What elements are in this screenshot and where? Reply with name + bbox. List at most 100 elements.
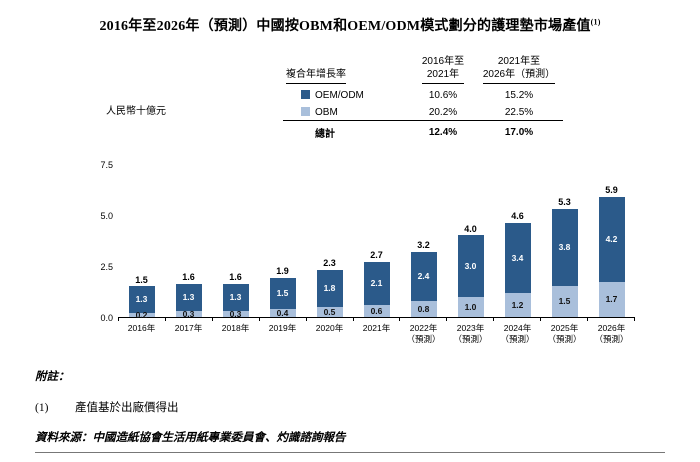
x-axis-label: 2024年 （預測） [500,323,535,345]
bar-total-label: 4.0 [464,223,477,234]
cagr-table-title: 複合年增長率 [286,69,346,84]
bar-group: 1.5 1.3 0.2 [118,165,165,320]
bar-group: 2.3 1.8 0.5 [306,165,353,317]
x-axis-label: 2018年 [221,323,250,333]
bar-segment-label: 0.6 [370,305,383,316]
y-tick-label: 0.0 [100,313,113,323]
legend-swatch-oem-odm [301,90,310,99]
bar-segment-label: 1.8 [323,283,336,294]
x-axis-tick [588,318,635,321]
stacked-bar: 3.4 1.2 [504,223,531,317]
bar-segment-label: 3.4 [511,252,524,263]
bar-total-label: 4.6 [511,211,524,222]
stacked-bar: 1.8 0.5 [316,270,343,317]
bar-group: 1.6 1.3 0.3 [212,165,259,318]
x-axis-label: 2019年 [268,323,297,333]
stacked-bar: 1.5 0.4 [269,278,296,317]
cagr-col1-header: 2016年至 2021年 [421,56,465,84]
cagr-value-total-period1: 12.4% [411,120,475,142]
note-number: (1) [35,402,49,414]
bar-total-label: 3.2 [417,239,430,250]
x-axis-tick [213,318,260,321]
stacked-bar: 1.3 0.3 [222,284,249,318]
bar-segment-obm: 1.5 [551,286,578,317]
cagr-col2-header: 2021年至 2026年（預測） [482,56,556,84]
bar-total-label: 1.9 [276,266,289,277]
x-axis-label: 2023年 （預測） [453,323,488,345]
cagr-row-obm: OBM 20.2% 22.5% [283,103,563,121]
stacked-bar: 3.0 1.0 [457,235,484,317]
bar-total-label: 1.5 [135,274,148,285]
x-axis-tick [541,318,589,321]
x-axis-tick [354,318,401,321]
bar-segment-label: 1.7 [605,294,618,305]
chart-title: 2016年至2026年（預測）中國按OBM和OEM/ODM模式劃分的護理墊市場產… [0,15,700,35]
bar-segment-obm: 0.3 [222,310,249,318]
bar-group: 5.9 4.2 1.7 [588,165,635,317]
bar-segment-obm: 1.0 [457,296,484,317]
bar-total-label: 2.3 [323,258,336,269]
stacked-bar-chart: 7.5 5.0 2.5 0.0 1.5 1.3 0.2 1.6 1.3 0.3 1.6 1.3 0.3… [85,160,635,345]
bar-segment-label: 1.5 [276,288,289,299]
x-axis-tick [307,318,354,321]
notes-section: 附註： (1) 產值基於出廠價得出 資料來源：中國造紙協會生活用紙專業委員會、灼識… [35,368,665,445]
bar-group: 2.7 2.1 0.6 [353,165,400,317]
x-axis-labels: 2016年 2017年 2018年 2019年 2020年 2021年 2022年 （預測） 2… [118,323,635,345]
x-axis-label: 2020年 [315,323,344,333]
cagr-header-row: 複合年增長率 2016年至 2021年 2021年至 2026年（預測） [283,54,563,86]
bar-segment-oem-odm: 1.5 [269,278,296,309]
bar-group: 3.2 2.4 0.8 [400,165,447,317]
bar-segment-label: 0.5 [323,306,336,317]
bar-group: 5.3 3.8 1.5 [541,165,588,317]
cagr-value-total-period2: 17.0% [475,120,563,142]
bar-segment-obm: 0.2 [128,309,155,320]
bar-segment-label: 1.5 [558,296,571,307]
note-item-1: (1) 產值基於出廠價得出 [35,399,665,415]
bar-segment-obm: 0.4 [269,309,296,317]
notes-label: 附註： [35,371,70,383]
bar-total-label: 1.6 [182,272,195,283]
x-axis-tick [494,318,542,321]
bar-segment-label: 0.8 [417,303,430,314]
bar-segment-label: 3.8 [558,242,571,253]
bar-segment-obm: 0.3 [175,308,202,319]
bar-segment-oem-odm: 1.3 [175,284,202,311]
bar-segment-oem-odm: 1.3 [128,286,155,313]
bar-total-label: 2.7 [370,250,383,261]
legend-label-obm: OBM [315,107,338,118]
bar-segment-obm: 0.5 [316,306,343,317]
stacked-bar: 1.3 0.3 [175,284,202,319]
y-tick-label: 5.0 [100,211,113,221]
bar-group: 4.6 3.4 1.2 [494,165,541,317]
bar-segment-label: 2.4 [417,270,430,281]
x-axis-label: 2021年 [362,323,391,333]
bar-segment-label: 0.2 [135,309,148,320]
x-axis-label: 2022年 （預測） [406,323,441,345]
bar-segment-obm: 0.8 [410,300,437,317]
bar-total-label: 5.3 [558,197,571,207]
stacked-bar: 4.2 1.7 [598,196,625,317]
cagr-value-obm-period2: 22.5% [504,107,534,118]
bar-segment-oem-odm: 3.4 [504,223,531,293]
stacked-bar: 3.8 1.5 [551,208,578,317]
cagr-value-oem-odm-period1: 10.6% [428,90,458,101]
x-axis-ticks [118,318,635,321]
bar-group: 4.0 3.0 1.0 [447,165,494,317]
bar-segment-obm: 1.7 [598,282,625,317]
chart-title-text: 2016年至2026年（預測）中國按OBM和OEM/ODM模式劃分的護理墊市場產… [99,19,591,34]
x-axis-tick [400,318,448,321]
x-axis-label: 2026年 （預測） [594,323,629,345]
legend-swatch-obm [301,107,310,116]
bar-segment-label: 1.3 [229,292,242,303]
stacked-bar: 2.4 0.8 [410,251,437,317]
x-axis-label: 2017年 [174,323,203,333]
bars-row: 1.5 1.3 0.2 1.6 1.3 0.3 1.6 1.3 0.3 1.9 1.5 0.4 2.3 1… [118,165,635,320]
x-axis-label: 2016年 [127,323,156,333]
bar-segment-label: 0.3 [182,308,195,319]
bar-group: 1.9 1.5 0.4 [259,165,306,317]
x-axis-tick [447,318,495,321]
plot-area: 1.5 1.3 0.2 1.6 1.3 0.3 1.6 1.3 0.3 1.9 1.5 0.4 2.3 1… [118,165,635,345]
bar-segment-oem-odm: 4.2 [598,196,625,283]
y-tick-label: 7.5 [100,160,113,170]
